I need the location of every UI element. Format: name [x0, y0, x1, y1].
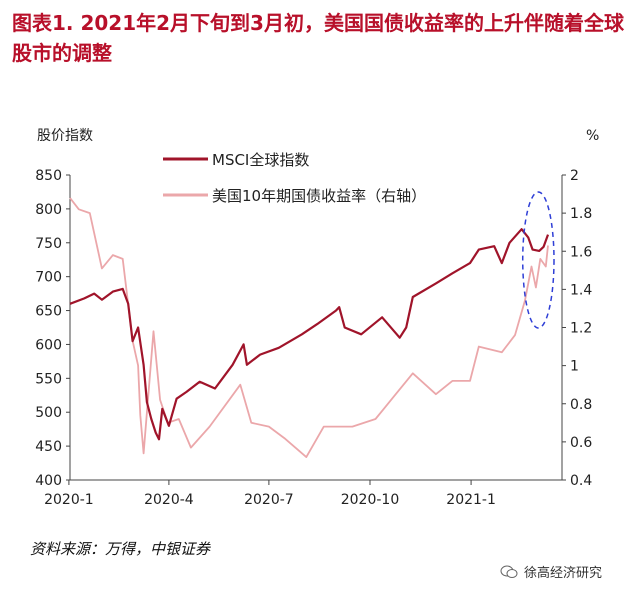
left-tick-label: 500	[35, 405, 62, 421]
left-axis-label: 股价指数	[37, 128, 93, 144]
annotation-layer	[521, 191, 555, 329]
watermark: 徐高经济研究	[500, 562, 602, 581]
right-tick-label: 0.8	[570, 397, 592, 413]
legend-label-yield: 美国10年期国债收益率（右轴）	[212, 187, 426, 205]
left-tick-label: 800	[35, 202, 62, 218]
left-tick-label: 600	[35, 337, 62, 353]
right-tick-label: 2	[570, 168, 579, 184]
legend-label-msci: MSCI全球指数	[212, 151, 309, 169]
right-axis-label: %	[586, 128, 599, 144]
right-tick-label: 1	[570, 359, 579, 375]
wechat-icon	[500, 565, 518, 578]
right-tick-label: 1.4	[570, 282, 592, 298]
highlight-ellipse	[521, 191, 555, 329]
left-tick-label: 550	[35, 371, 62, 387]
left-tick-label: 750	[35, 236, 62, 252]
x-tick-label: 2020-7	[244, 492, 294, 508]
axes: 股价指数 % 400 450 500 550 600 650 700 750 800 850 0.4 0.…	[35, 128, 599, 508]
right-tick-label: 0.6	[570, 435, 592, 451]
left-tick-label: 850	[35, 168, 62, 184]
left-tick-label: 450	[35, 439, 62, 455]
left-tick-label: 700	[35, 270, 62, 286]
x-tick-label: 2020-10	[341, 492, 400, 508]
source-note: 资料来源：万得，中银证券	[30, 540, 211, 558]
chart-title: 图表1. 2021年2月下旬到3月初，美国国债收益率的上升伴随着全球股市的调整	[12, 11, 624, 65]
x-tick-label: 2020-4	[144, 492, 194, 508]
watermark-text: 徐高经济研究	[524, 566, 603, 581]
right-tick-label: 1.6	[570, 244, 592, 260]
series-line-yield	[69, 197, 549, 458]
x-tick-label: 2021-1	[446, 492, 496, 508]
left-tick-label: 650	[35, 304, 62, 320]
right-tick-label: 1.2	[570, 321, 592, 337]
left-tick-label: 400	[35, 473, 62, 489]
x-tick-label: 2020-1	[44, 492, 94, 508]
right-tick-label: 1.8	[570, 206, 592, 222]
right-tick-label: 0.4	[570, 473, 592, 489]
series-lines	[69, 197, 550, 458]
series-line-msci	[69, 228, 550, 441]
